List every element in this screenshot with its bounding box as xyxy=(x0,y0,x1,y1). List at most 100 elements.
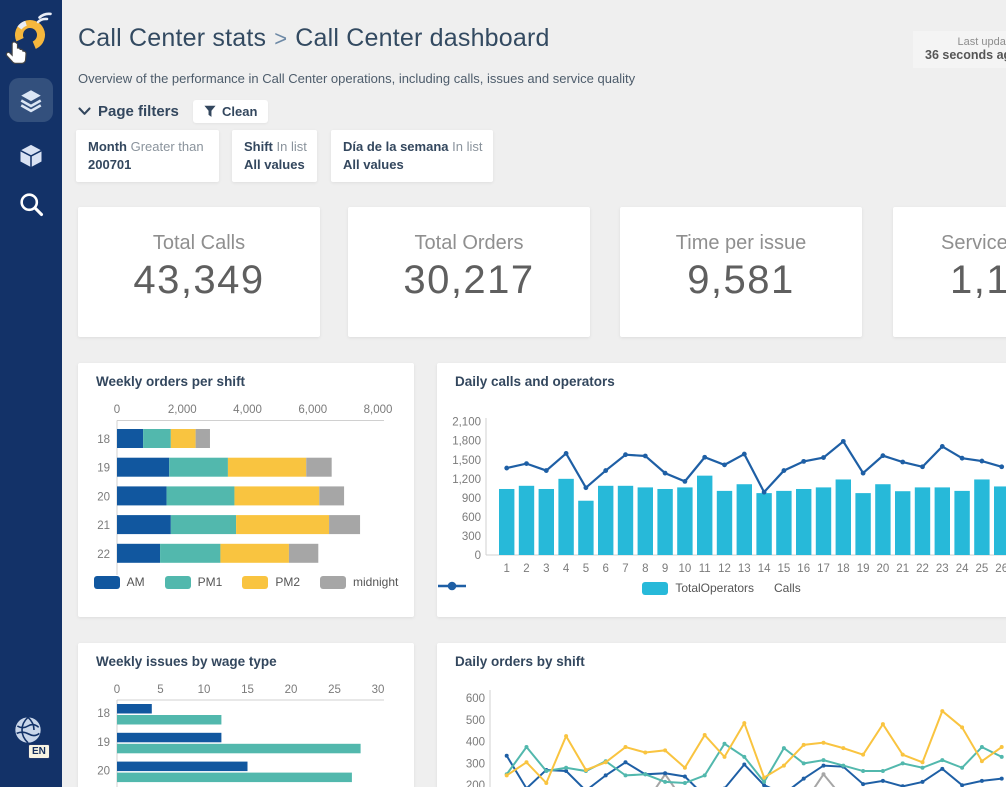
point-PM1[interactable] xyxy=(524,745,529,750)
calls-point[interactable] xyxy=(603,468,609,473)
calls-point[interactable] xyxy=(722,462,727,468)
point-AM[interactable] xyxy=(742,762,747,767)
bar-operators[interactable] xyxy=(776,490,792,555)
bar-segment-PM2[interactable] xyxy=(236,515,330,535)
bar-segment-PM1[interactable] xyxy=(169,457,228,477)
bar-segment-midnight[interactable] xyxy=(329,515,361,535)
point-PM1[interactable] xyxy=(999,754,1004,759)
bar-segment-PM1[interactable] xyxy=(143,429,171,448)
language-switcher[interactable]: EN xyxy=(12,714,56,768)
point-AM[interactable] xyxy=(900,784,905,787)
point-PM1[interactable] xyxy=(722,741,727,746)
app-logo[interactable] xyxy=(11,10,53,56)
point-AM[interactable] xyxy=(979,778,984,783)
bar-operators[interactable] xyxy=(914,487,931,555)
sidebar-item-search[interactable] xyxy=(0,190,62,218)
point-PM1[interactable] xyxy=(880,769,885,774)
sidebar-item-data[interactable] xyxy=(0,142,62,170)
point-PM2[interactable] xyxy=(960,725,965,730)
point-AM[interactable] xyxy=(504,753,509,758)
bar-operators[interactable] xyxy=(974,479,990,555)
legend-item-AM[interactable]: AM xyxy=(93,575,145,589)
bar-segment-PM2[interactable] xyxy=(234,486,320,506)
point-PM1[interactable] xyxy=(762,779,767,784)
point-PM2[interactable] xyxy=(702,733,707,738)
point-PM2[interactable] xyxy=(583,767,588,772)
calls-point[interactable] xyxy=(583,485,589,491)
calls-point[interactable] xyxy=(741,451,747,457)
bar-segment-midnight[interactable] xyxy=(319,486,345,506)
legend-item-PM1[interactable]: PM1 xyxy=(164,575,222,589)
bar-segment-midnight[interactable] xyxy=(288,543,319,563)
bar-operators[interactable] xyxy=(895,491,911,555)
point-PM1[interactable] xyxy=(940,758,945,763)
bar-wage-type-teal[interactable] xyxy=(117,743,361,754)
point-AM[interactable] xyxy=(920,779,925,784)
bar-operators[interactable] xyxy=(815,487,832,555)
bar-segment-midnight[interactable] xyxy=(195,429,210,448)
calls-point[interactable] xyxy=(801,458,807,464)
bar-operators[interactable] xyxy=(736,484,752,555)
bar-operators[interactable] xyxy=(637,487,653,555)
point-PM2[interactable] xyxy=(940,709,945,714)
point-PM2[interactable] xyxy=(564,734,569,739)
bar-operators[interactable] xyxy=(796,488,812,555)
point-PM2[interactable] xyxy=(643,750,648,755)
bar-segment-PM1[interactable] xyxy=(166,486,235,506)
bar-operators[interactable] xyxy=(875,484,891,555)
bar-segment-midnight[interactable] xyxy=(306,457,332,477)
bar-operators[interactable] xyxy=(855,493,871,555)
point-AM[interactable] xyxy=(663,771,668,776)
bar-operators[interactable] xyxy=(538,488,554,555)
point-PM2[interactable] xyxy=(504,773,509,778)
bar-operators[interactable] xyxy=(499,488,515,555)
point-PM1[interactable] xyxy=(623,773,628,778)
point-PM2[interactable] xyxy=(742,721,747,726)
point-PM2[interactable] xyxy=(999,745,1004,750)
calls-point[interactable] xyxy=(543,468,549,473)
bar-segment-PM2[interactable] xyxy=(170,429,196,448)
point-PM2[interactable] xyxy=(524,760,529,765)
point-PM2[interactable] xyxy=(623,745,628,750)
calls-point[interactable] xyxy=(563,451,569,456)
breadcrumb-collection[interactable]: Call Center stats xyxy=(78,24,267,52)
bar-segment-PM2[interactable] xyxy=(227,457,307,477)
calls-point[interactable] xyxy=(504,465,510,471)
calls-point[interactable] xyxy=(682,478,688,484)
point-PM2[interactable] xyxy=(861,752,866,757)
bar-operators[interactable] xyxy=(617,485,634,555)
bar-wage-type-blue[interactable] xyxy=(117,761,248,772)
point-AM[interactable] xyxy=(623,760,628,765)
point-PM1[interactable] xyxy=(564,765,569,770)
point-AM[interactable] xyxy=(682,774,687,779)
point-AM[interactable] xyxy=(880,778,885,783)
bar-segment-AM[interactable] xyxy=(117,543,161,563)
point-PM1[interactable] xyxy=(979,745,984,750)
point-PM2[interactable] xyxy=(781,763,786,768)
point-AM[interactable] xyxy=(603,773,608,778)
legend-item-PM2[interactable]: PM2 xyxy=(242,575,300,589)
calls-point[interactable] xyxy=(999,464,1005,470)
point-PM2[interactable] xyxy=(920,760,925,765)
bar-segment-PM1[interactable] xyxy=(160,543,221,563)
point-AM[interactable] xyxy=(999,776,1004,781)
point-PM2[interactable] xyxy=(900,752,905,757)
calls-point[interactable] xyxy=(900,459,906,465)
point-PM1[interactable] xyxy=(861,769,866,774)
point-AM[interactable] xyxy=(762,783,767,787)
bar-operators[interactable] xyxy=(518,485,535,555)
point-PM1[interactable] xyxy=(900,761,905,766)
page-filters-toggle[interactable]: Page filters xyxy=(78,103,179,120)
point-PM2[interactable] xyxy=(544,781,549,786)
legend-item-Calls[interactable]: Calls xyxy=(438,581,801,595)
calls-point[interactable] xyxy=(840,438,846,444)
bar-segment-PM1[interactable] xyxy=(170,515,237,535)
legend-item-midnight[interactable]: midnight xyxy=(320,575,398,589)
bar-operators[interactable] xyxy=(578,500,594,555)
point-PM2[interactable] xyxy=(682,765,687,770)
filter-chip-month[interactable]: Month Greater than 200701 xyxy=(76,130,219,182)
point-midnight[interactable] xyxy=(821,772,826,777)
calls-point[interactable] xyxy=(959,455,965,461)
calls-point[interactable] xyxy=(662,470,668,476)
bar-operators[interactable] xyxy=(756,493,772,555)
